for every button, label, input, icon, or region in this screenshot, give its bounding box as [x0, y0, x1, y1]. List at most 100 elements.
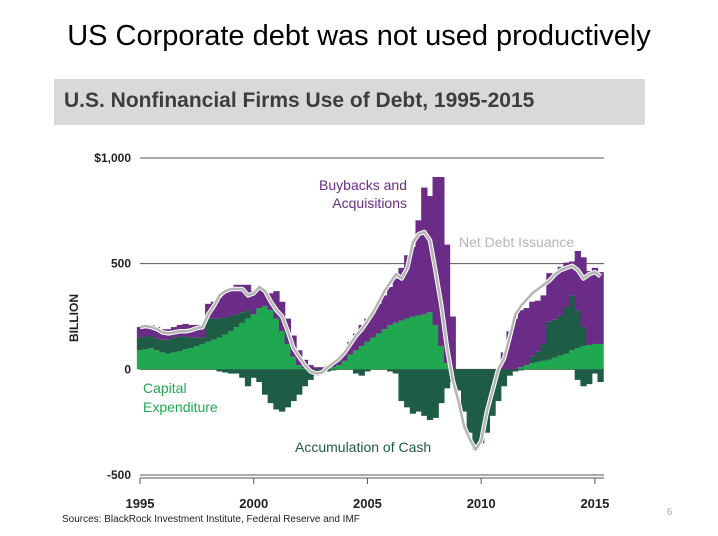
- buyback-bar: [449, 316, 456, 370]
- cash-bar: [216, 318, 223, 338]
- cash-bar: [296, 369, 303, 395]
- capex-bar: [409, 316, 417, 370]
- cash-bar: [284, 369, 291, 408]
- buyback-bar: [398, 267, 405, 321]
- buyback-bar: [591, 267, 599, 344]
- capex-bar: [290, 356, 297, 370]
- buyback-bar: [523, 308, 530, 366]
- capex-bar: [165, 353, 172, 370]
- buyback-bar: [517, 310, 525, 368]
- cash-bar: [392, 369, 400, 374]
- cash-bar: [557, 315, 564, 356]
- y-tick-label: $1,000: [94, 151, 131, 165]
- cash-bar: [222, 317, 229, 335]
- capex-bar: [284, 343, 291, 370]
- cash-bar: [193, 337, 201, 347]
- capex-bar: [352, 350, 360, 370]
- capex-bar: [142, 349, 149, 370]
- cash-bar: [222, 369, 229, 373]
- cash-bar: [432, 369, 439, 418]
- cash-bar: [279, 369, 286, 412]
- buyback-bar: [443, 244, 451, 363]
- buyback-bar: [597, 272, 604, 344]
- buyback-bar: [227, 289, 235, 317]
- buyback-bar: [307, 365, 314, 370]
- buyback-bar: [256, 289, 263, 309]
- cash-bar: [330, 369, 337, 371]
- capex-bar: [523, 365, 530, 370]
- buyback-bar: [216, 297, 223, 319]
- capex-bar: [421, 314, 428, 370]
- cash-bar: [443, 369, 451, 389]
- capex-bar: [404, 318, 411, 370]
- cash-bar: [307, 369, 314, 380]
- cash-bar: [170, 337, 178, 353]
- page-number: 6: [667, 507, 672, 518]
- annotation-capex: Expenditure: [143, 399, 218, 415]
- buyback-bar: [250, 291, 257, 315]
- buyback-bar: [313, 367, 320, 370]
- cash-bar: [580, 369, 587, 387]
- cash-bar: [512, 369, 519, 372]
- capex-bar: [267, 310, 274, 370]
- cash-bar: [580, 327, 587, 347]
- cash-bar: [438, 369, 445, 404]
- cash-bar: [148, 335, 155, 349]
- buyback-bar: [222, 292, 229, 318]
- cash-bar: [495, 369, 502, 402]
- cash-bar: [563, 306, 570, 354]
- buyback-bar: [421, 187, 428, 315]
- buyback-bar: [148, 324, 155, 336]
- x-tick-label: 2000: [239, 496, 268, 511]
- buyback-bar: [210, 301, 218, 319]
- capex-bar: [563, 353, 570, 370]
- cash-bar: [352, 369, 360, 374]
- cash-bar: [210, 318, 218, 340]
- capex-bar: [193, 346, 201, 370]
- buyback-bar: [352, 333, 360, 351]
- capex-bar: [159, 352, 166, 370]
- chart-title-banner: U.S. Nonfinancial Firms Use of Debt, 199…: [54, 79, 645, 125]
- cash-bar: [227, 316, 235, 332]
- buyback-bar: [369, 312, 377, 338]
- buyback-bar: [529, 301, 536, 357]
- buyback-bar: [546, 273, 553, 322]
- capex-bar: [239, 322, 246, 370]
- cash-bar: [421, 369, 428, 416]
- cash-bar: [517, 369, 525, 371]
- cash-bar: [478, 369, 485, 444]
- cash-bar: [273, 369, 280, 410]
- buyback-bar: [347, 341, 354, 355]
- capex-bar: [569, 350, 576, 370]
- capex-bar: [256, 308, 263, 370]
- capex-bar: [591, 343, 599, 370]
- cash-bar: [136, 337, 144, 351]
- capex-bar: [210, 339, 218, 370]
- capex-bar: [199, 343, 206, 370]
- capex-bar: [216, 337, 223, 370]
- buyback-bar: [580, 257, 587, 328]
- cash-bar: [182, 336, 189, 350]
- capex-bar: [517, 367, 525, 370]
- capex-bar: [170, 352, 178, 370]
- buyback-bar: [335, 358, 343, 366]
- x-tick-label: 2005: [353, 496, 382, 511]
- cash-bar: [176, 336, 183, 352]
- capex-bar: [273, 318, 280, 370]
- cash-bar: [153, 338, 161, 351]
- capex-bar: [387, 324, 394, 370]
- buyback-bar: [438, 177, 445, 347]
- buyback-bar: [563, 262, 570, 307]
- buyback-bar: [534, 300, 542, 352]
- cash-bar: [569, 295, 576, 351]
- buyback-bar: [375, 303, 382, 334]
- capex-bar: [244, 318, 252, 370]
- capex-bar: [296, 365, 303, 370]
- capex-bar: [176, 351, 183, 370]
- cash-bar: [483, 369, 491, 433]
- buyback-bar: [551, 275, 559, 320]
- cash-bar: [534, 351, 542, 362]
- buyback-bar: [341, 352, 348, 361]
- buyback-bar: [392, 278, 400, 323]
